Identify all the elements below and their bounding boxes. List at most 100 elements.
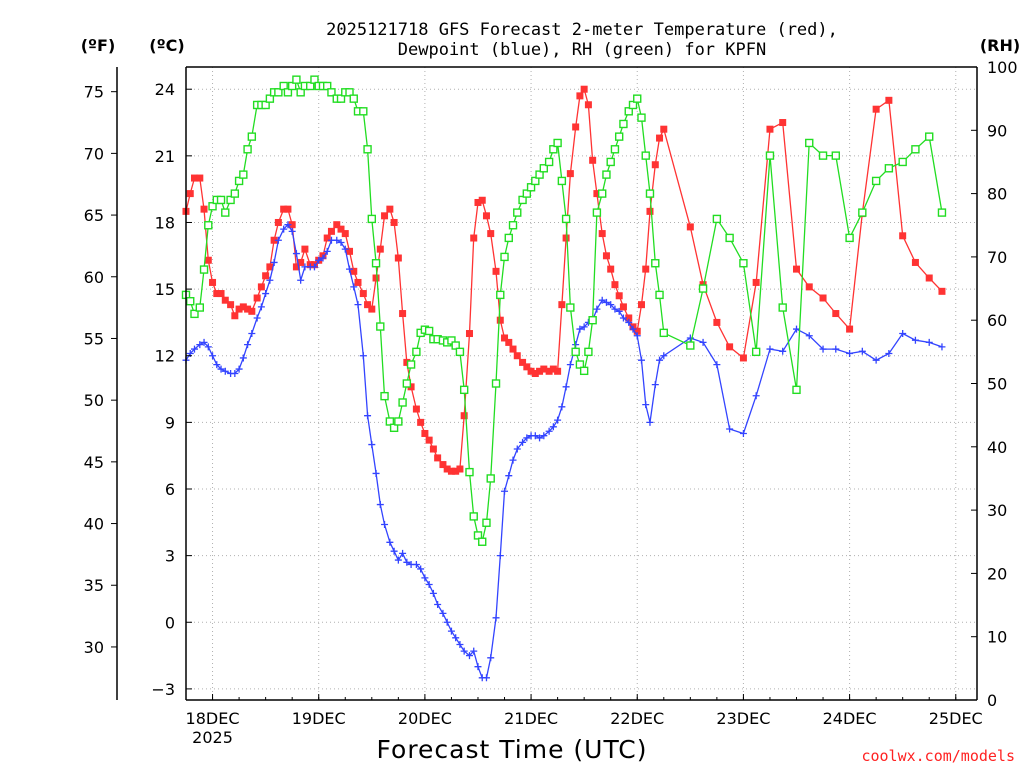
fahrenheit-tick-label: 30 [84, 638, 104, 657]
data-point [284, 221, 292, 229]
data-point [239, 354, 247, 362]
data-point [216, 195, 226, 205]
data-point [253, 294, 261, 302]
data-point [519, 438, 527, 446]
data-point [656, 134, 664, 142]
data-point [350, 283, 358, 291]
data-point [213, 290, 221, 298]
data-point [186, 190, 194, 198]
data-point [253, 314, 261, 322]
data-point [554, 367, 562, 375]
data-point [270, 236, 278, 244]
data-point [646, 418, 654, 426]
data-point [482, 212, 490, 220]
data-point [190, 345, 198, 353]
data-point [607, 265, 615, 273]
x-tick-label: 20DEC [398, 709, 452, 728]
data-point [633, 94, 642, 103]
data-point [235, 305, 243, 313]
data-point [385, 417, 395, 426]
data-point [659, 328, 668, 338]
data-point [262, 290, 270, 298]
data-point [470, 234, 478, 242]
data-point [257, 303, 265, 311]
data-point [465, 652, 473, 660]
data-point [459, 385, 469, 395]
data-point [204, 256, 212, 264]
data-point [199, 265, 209, 274]
data-point [614, 132, 624, 141]
data-point [230, 189, 240, 198]
data-point [372, 469, 380, 477]
data-point [793, 325, 801, 333]
celsius-tick-label: 0 [165, 613, 175, 632]
data-point [818, 151, 828, 160]
data-point [248, 307, 256, 315]
data-point [447, 336, 456, 345]
data-point [602, 252, 610, 260]
data-point [545, 367, 553, 375]
data-point [637, 113, 646, 122]
rh-tick-label: 50 [987, 375, 1007, 394]
data-point [899, 330, 907, 338]
data-point [625, 314, 633, 322]
data-point [310, 75, 319, 84]
data-point [292, 263, 300, 271]
data-point [359, 107, 368, 116]
data-point [403, 358, 411, 366]
data-point [566, 303, 575, 312]
data-point [607, 301, 615, 309]
data-point [540, 432, 548, 440]
data-point [217, 290, 225, 298]
data-point [372, 274, 380, 282]
data-point [898, 157, 907, 167]
fahrenheit-tick-label: 60 [84, 268, 104, 287]
data-point [576, 325, 584, 333]
data-point [831, 151, 840, 160]
data-point [341, 230, 349, 238]
data-point [443, 465, 451, 473]
data-point [611, 305, 619, 313]
data-point [247, 132, 257, 141]
data-point [337, 225, 345, 233]
data-point [576, 92, 584, 100]
data-point [496, 552, 504, 560]
data-point [417, 418, 425, 426]
series-temperature [182, 85, 946, 475]
data-point [337, 238, 345, 246]
data-point [487, 654, 495, 662]
data-point [486, 474, 495, 483]
x-tick-label: 22DEC [610, 709, 664, 728]
data-point [544, 157, 554, 167]
data-point [460, 647, 468, 655]
data-point [270, 258, 278, 266]
fahrenheit-tick-label: 55 [84, 329, 104, 348]
data-point [376, 322, 385, 331]
x-tick-label: 19DEC [292, 709, 346, 728]
data-point [660, 125, 668, 133]
data-point [217, 365, 225, 373]
data-point [455, 347, 465, 357]
data-point [190, 309, 199, 319]
data-point [624, 107, 633, 116]
rh-tick-label: 30 [987, 501, 1007, 520]
data-point [899, 232, 907, 240]
data-point [885, 96, 893, 104]
data-point [606, 157, 615, 167]
data-point [297, 276, 305, 284]
data-point [239, 170, 248, 179]
data-point [531, 432, 539, 440]
data-point [447, 467, 455, 475]
data-point [725, 233, 734, 243]
data-point [456, 640, 464, 648]
data-point [221, 296, 229, 304]
data-point [204, 343, 212, 351]
data-point [244, 305, 252, 313]
data-point [380, 391, 389, 401]
data-point [513, 352, 521, 360]
data-point [566, 170, 574, 178]
data-point [858, 208, 867, 217]
data-point [726, 343, 734, 351]
credit-link[interactable]: coolwx.com/models [861, 747, 1015, 765]
data-point [766, 125, 774, 133]
